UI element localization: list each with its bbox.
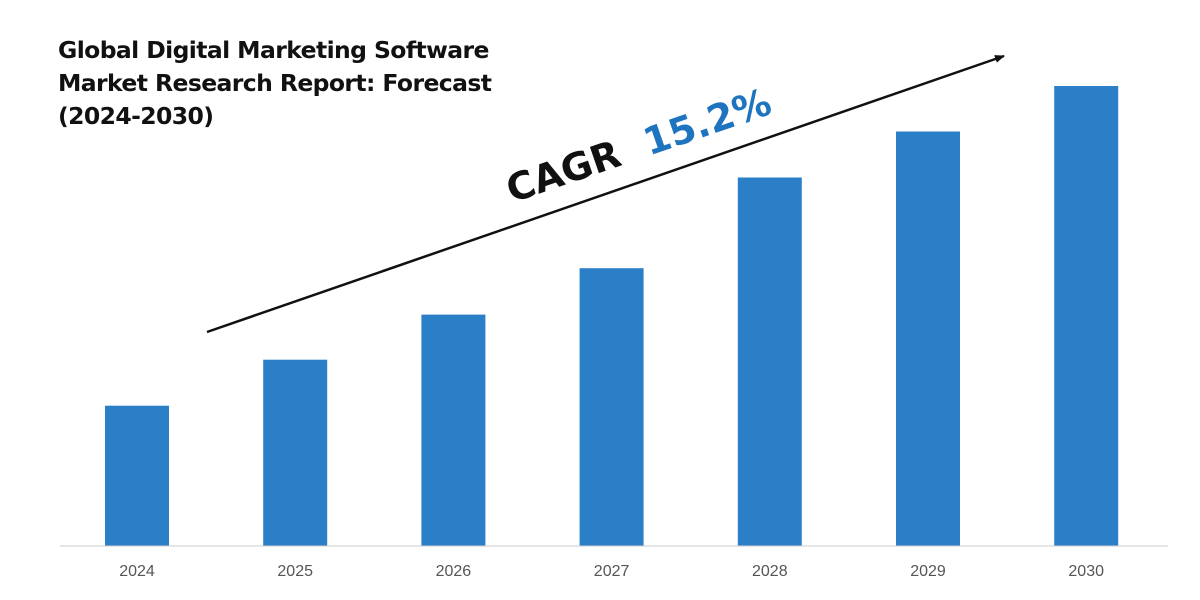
x-tick-label-2030: 2030	[1068, 563, 1104, 580]
x-tick-label-2025: 2025	[277, 563, 313, 580]
x-tick-label-2028: 2028	[752, 563, 788, 580]
cagr-annotation: CAGR 15.2%	[501, 80, 777, 212]
bar-2028	[737, 177, 802, 546]
cagr-value: 15.2%	[638, 80, 777, 165]
bar-2024	[105, 405, 169, 546]
bar-2027	[579, 268, 644, 546]
bar-2030	[1054, 86, 1119, 546]
x-tick-label-2024: 2024	[119, 563, 155, 580]
x-tick-label-2027: 2027	[594, 563, 630, 580]
x-tick-label-2029: 2029	[910, 563, 946, 580]
bar-2029	[896, 131, 960, 546]
cagr-prefix: CAGR	[501, 132, 627, 212]
trend-arrow	[206, 54, 1005, 334]
chart-title: Global Digital Marketing Software Market…	[58, 36, 492, 130]
bar-2026	[421, 314, 486, 546]
x-tick-label-2026: 2026	[436, 563, 472, 580]
bars-layer	[105, 86, 1119, 546]
x-tick-labels: 2024 2025 2026 2027 2028 2029 2030	[119, 563, 1104, 580]
bar-2025	[263, 359, 328, 546]
